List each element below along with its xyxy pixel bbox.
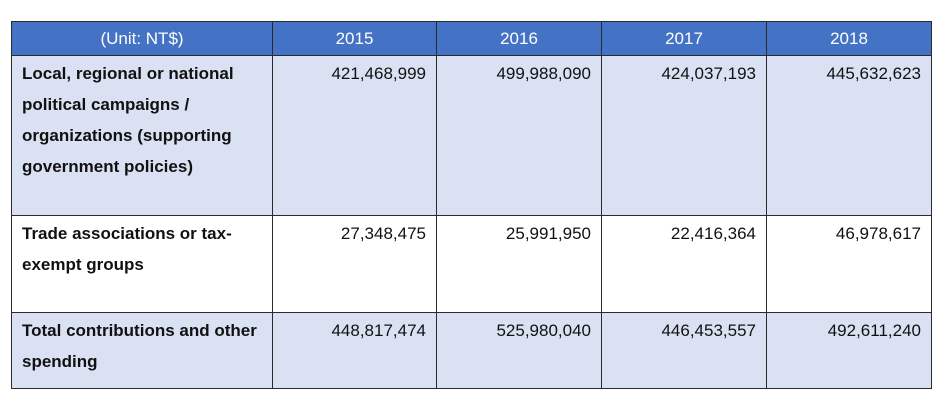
value-cell-2015: 448,817,474	[272, 312, 437, 389]
value-cell-2018: 46,978,617	[766, 215, 932, 313]
value-cell-2016: 525,980,040	[436, 312, 602, 389]
value-cell-2017: 446,453,557	[601, 312, 767, 389]
table-row-trade-associations: Trade associations or tax-exempt groups …	[11, 215, 932, 313]
value-cell-2015: 27,348,475	[272, 215, 437, 313]
year-header-2016: 2016	[436, 21, 602, 56]
year-header-2018: 2018	[766, 21, 932, 56]
table-row-political-campaigns: Local, regional or national political ca…	[11, 55, 932, 216]
value-cell-2018: 445,632,623	[766, 55, 932, 216]
value-cell-2017: 22,416,364	[601, 215, 767, 313]
year-header-2015: 2015	[272, 21, 437, 56]
value-cell-2015: 421,468,999	[272, 55, 437, 216]
header-row: (Unit: NT$) 2015 2016 2017 2018	[11, 21, 932, 56]
row-label: Trade associations or tax-exempt groups	[11, 215, 273, 313]
row-label: Local, regional or national political ca…	[11, 55, 273, 216]
political-spending-table: (Unit: NT$) 2015 2016 2017 2018 Local, r…	[11, 21, 932, 389]
row-label: Total contributions and other spending	[11, 312, 273, 389]
value-cell-2018: 492,611,240	[766, 312, 932, 389]
value-cell-2017: 424,037,193	[601, 55, 767, 216]
table-row-total: Total contributions and other spending 4…	[11, 312, 932, 389]
value-cell-2016: 25,991,950	[436, 215, 602, 313]
unit-header-cell: (Unit: NT$)	[11, 21, 273, 56]
year-header-2017: 2017	[601, 21, 767, 56]
value-cell-2016: 499,988,090	[436, 55, 602, 216]
